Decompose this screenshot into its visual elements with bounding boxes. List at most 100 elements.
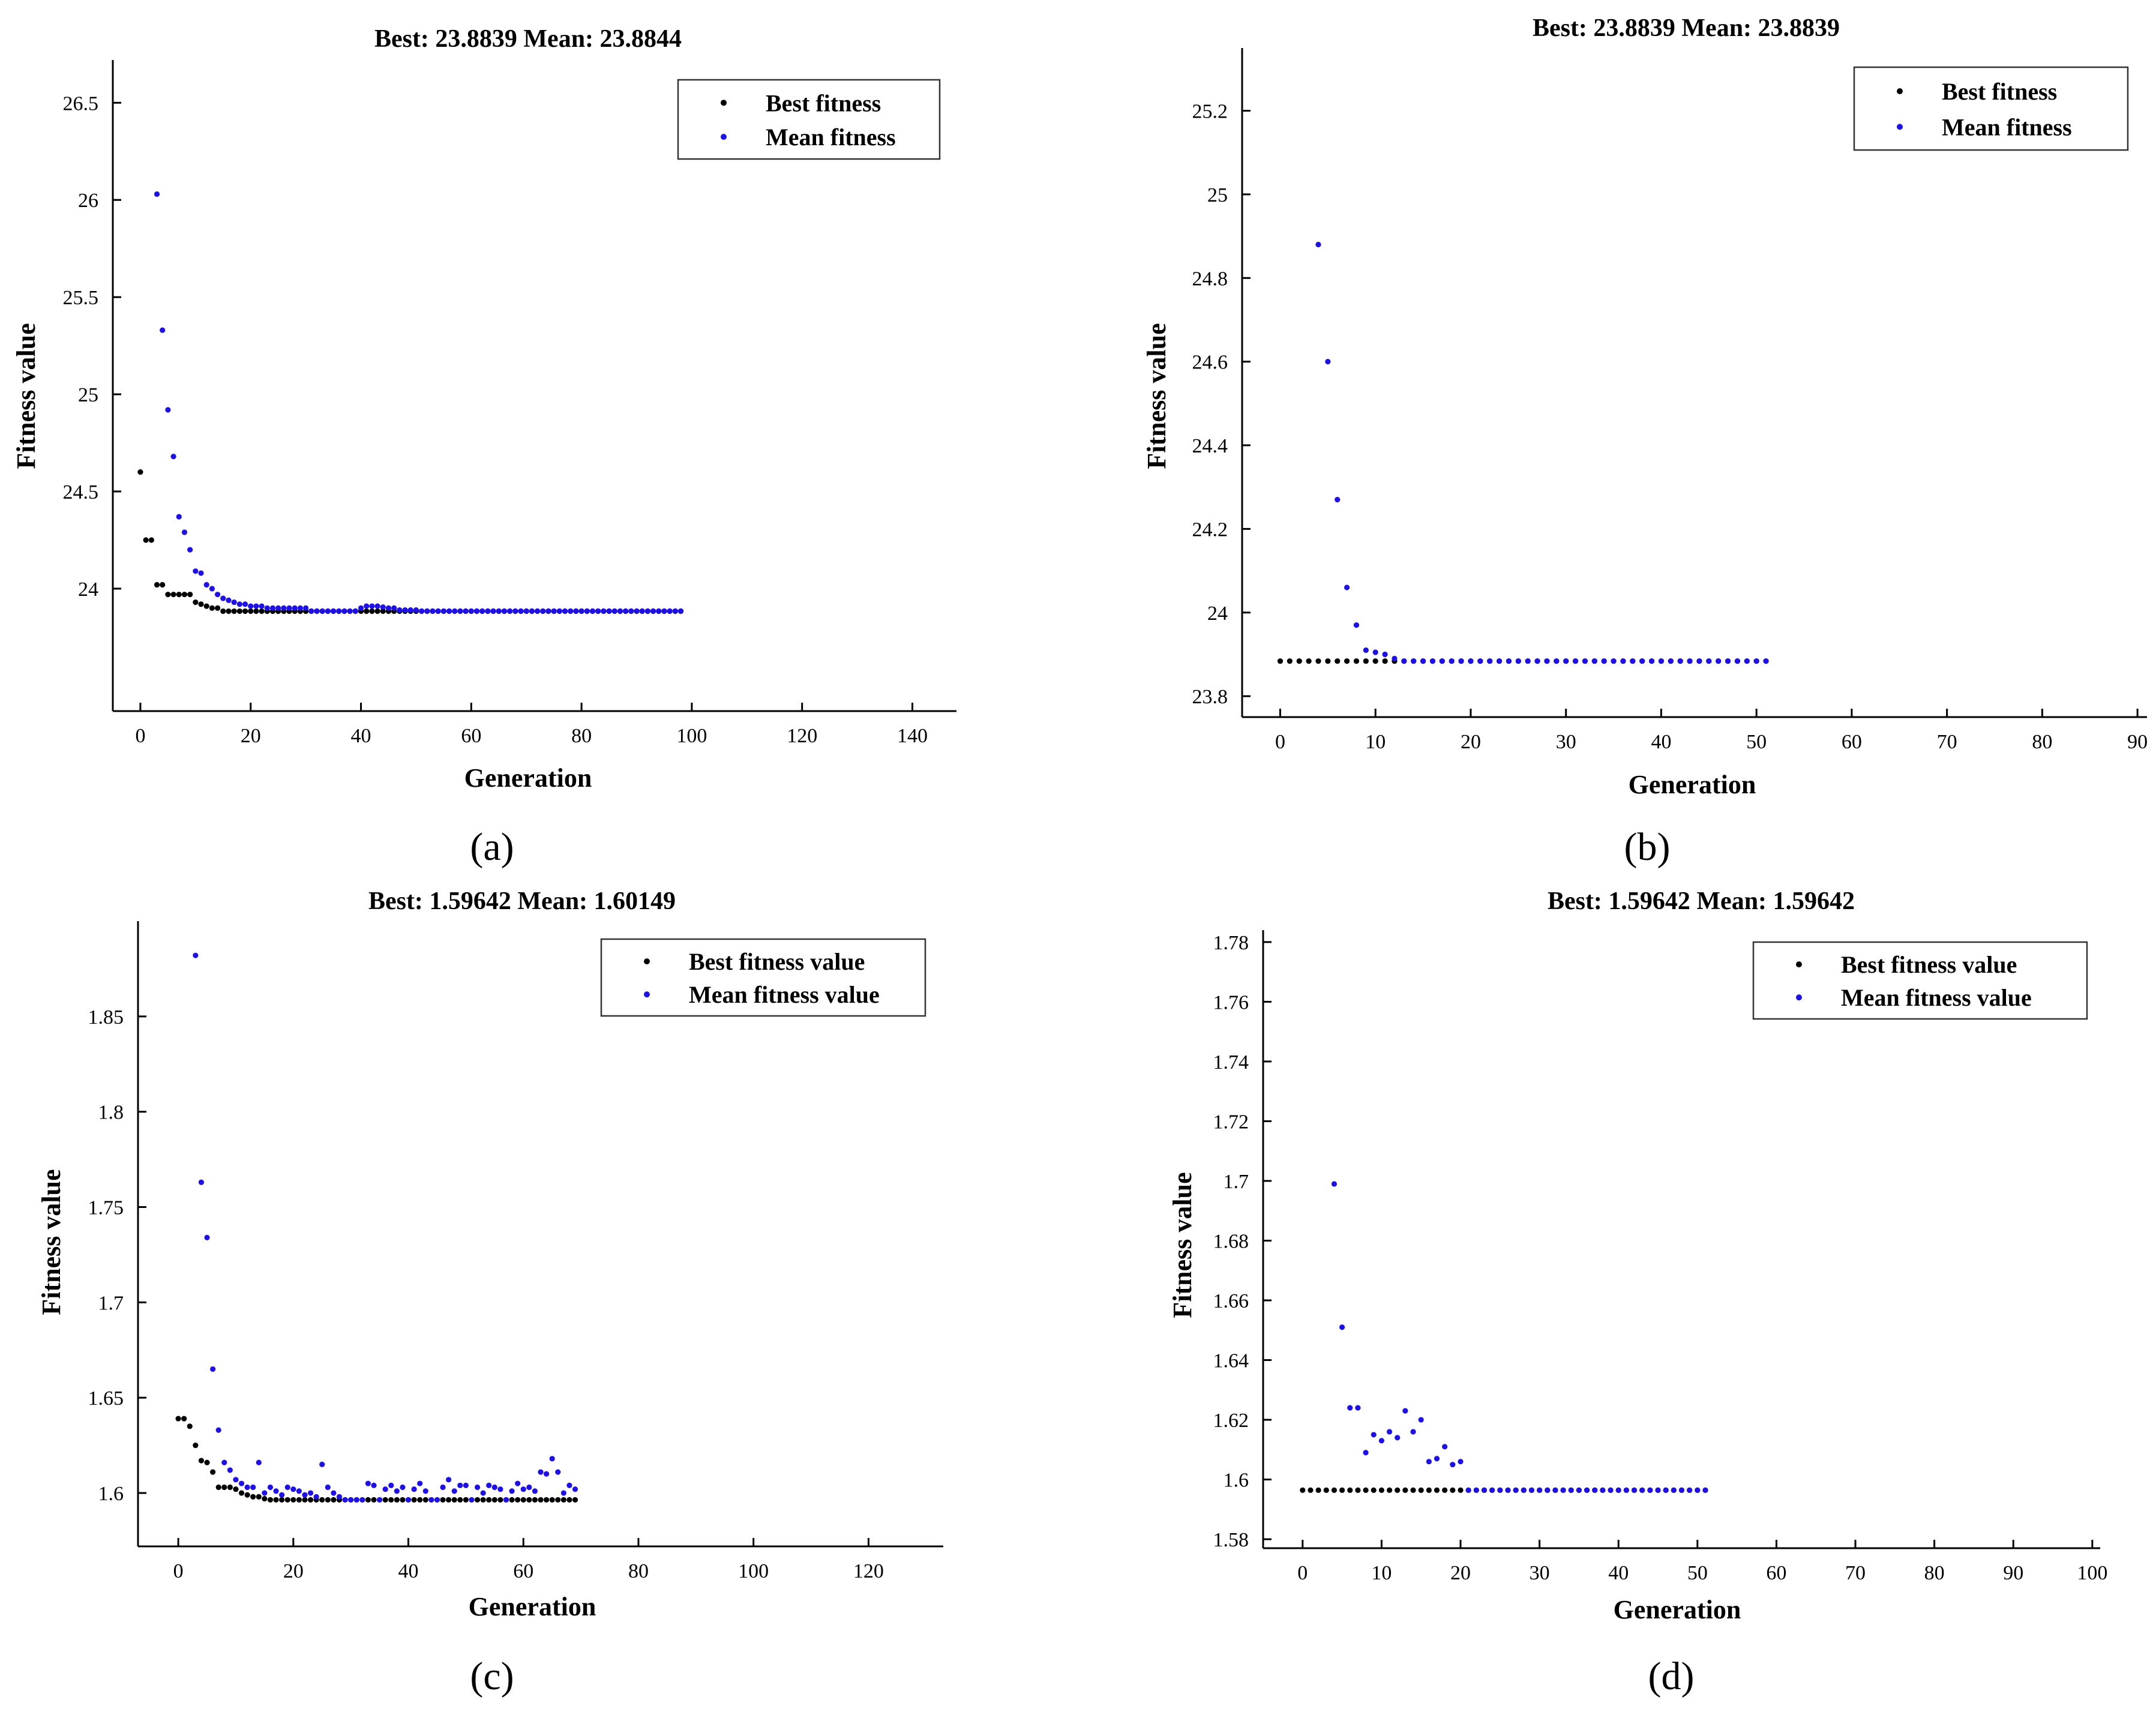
best-fitness-value-point [238,1490,245,1496]
best-fitness-value-point [175,1416,181,1422]
mean-fitness-point [1401,658,1407,664]
mean-fitness-value-point [1489,1487,1495,1493]
y-tick-label: 1.64 [1213,1350,1249,1372]
best-fitness-point [209,605,215,611]
best-fitness-value-point [1331,1487,1338,1493]
mean-fitness-point [176,514,182,520]
caption-d: (d) [1648,1654,1695,1698]
best-fitness-value-point [290,1497,296,1503]
mean-fitness-point [518,608,524,614]
mean-fitness-point [573,608,579,614]
best-fitness-value-point [1347,1487,1353,1493]
mean-fitness-value-point [1410,1429,1416,1435]
x-tick-label: 60 [1766,1562,1786,1584]
best-fitness-value-point [382,1497,388,1503]
best-fitness-value-point [233,1486,239,1492]
mean-fitness-point [578,608,584,614]
mean-fitness-point [1420,658,1426,664]
mean-fitness-point [1744,658,1750,664]
best-fitness-point [137,469,143,475]
mean-fitness-point [496,608,502,614]
mean-fitness-point [286,605,292,611]
mean-fitness-value-point [313,1494,319,1500]
mean-fitness-point [303,605,309,611]
x-tick-label: 10 [1365,731,1386,753]
caption-b: (b) [1624,825,1671,869]
x-tick-label: 70 [1937,731,1957,753]
mean-fitness-value-point [549,1456,555,1462]
best-fitness-value-point [365,1497,371,1503]
caption-a: (a) [470,825,514,869]
legend-label: Best fitness [1942,78,2057,105]
mean-fitness-value-point [1513,1487,1519,1493]
mean-fitness-value-point [210,1366,216,1372]
mean-fitness-point [606,608,612,614]
mean-fitness-value-point [1623,1487,1629,1493]
mean-fitness-value-point [572,1486,578,1492]
best-fitness-value-point [1418,1487,1424,1493]
panel-c-chart: 0 20 40 60 80 100 120 1.6 1.65 1.7 1.75 1.8 1.85 Best… [37,888,943,1621]
mean-fitness-value-point [359,1497,365,1503]
y-tick-label: 24.6 [1192,352,1228,374]
x-tick-label: 70 [1845,1562,1866,1584]
mean-fitness-point [534,608,541,614]
mean-fitness-point [424,608,430,614]
x-tick-label: 40 [1608,1562,1629,1584]
best-fitness-value-point [560,1497,566,1503]
x-tick-label: 40 [398,1560,419,1582]
legend-box [1752,941,2088,1020]
mean-fitness-value-point [1528,1487,1535,1493]
mean-fitness-value-point [198,1179,205,1185]
mean-fitness-point [1515,658,1521,664]
chart-title: Best: 23.8839 Mean: 23.8839 [1533,14,1840,42]
best-fitness-point [143,537,149,543]
mean-fitness-point [440,608,446,614]
best-fitness-value-point [215,1484,221,1491]
y-tick-label: 24 [78,578,98,601]
best-fitness-value-point [543,1497,550,1503]
mean-fitness-point [336,608,342,614]
mean-fitness-value-point [238,1480,245,1486]
best-fitness-point [148,537,154,543]
mean-fitness-point [1429,658,1436,664]
x-tick-label: 0 [173,1560,184,1582]
mean-fitness-point [1734,658,1741,664]
mean-fitness-point [325,608,331,614]
mean-fitness-value-point [503,1497,509,1503]
mean-fitness-point [639,608,645,614]
best-fitness-value-point [1402,1487,1408,1493]
y-tick-label: 26.5 [63,92,99,115]
best-fitness-value-point [572,1497,578,1503]
x-tick-label: 60 [461,725,481,747]
best-fitness-value-point [273,1497,279,1503]
best-fitness-point [1306,658,1312,664]
mean-fitness-value-point [227,1467,233,1473]
mean-fitness-point [1544,658,1550,664]
best-fitness-value-point [319,1497,325,1503]
legend-marker [1897,124,1903,130]
mean-fitness-point [1372,649,1378,655]
mean-fitness-value-point [353,1497,359,1503]
mean-fitness-point [1477,658,1483,664]
best-fitness-point [226,608,232,614]
x-tick-label: 30 [1556,731,1576,753]
best-fitness-point [170,592,176,598]
best-fitness-value-point [187,1423,193,1429]
mean-fitness-point [1696,658,1702,664]
mean-fitness-point [1668,658,1674,664]
legend-label: Mean fitness value [1841,984,2032,1011]
best-fitness-value-point [302,1497,308,1503]
y-tick-label: 25 [1207,184,1228,206]
y-tick-label: 1.62 [1213,1410,1249,1432]
mean-fitness-point [160,327,166,333]
best-fitness-point [165,592,171,598]
mean-fitness-value-point [1631,1487,1638,1493]
panel-d-chart: 0 10 20 30 40 50 60 70 80 90 100 1.58 1.6 1.62 1.64 1.6… [1168,888,2107,1624]
y-tick-label: 24.2 [1192,518,1228,541]
mean-fitness-point [1753,658,1759,664]
mean-fitness-point [402,607,408,613]
best-fitness-point [1353,658,1360,664]
mean-fitness-value-point [1473,1487,1479,1493]
legend-marker [721,134,727,140]
best-fitness-value-point [566,1497,572,1503]
